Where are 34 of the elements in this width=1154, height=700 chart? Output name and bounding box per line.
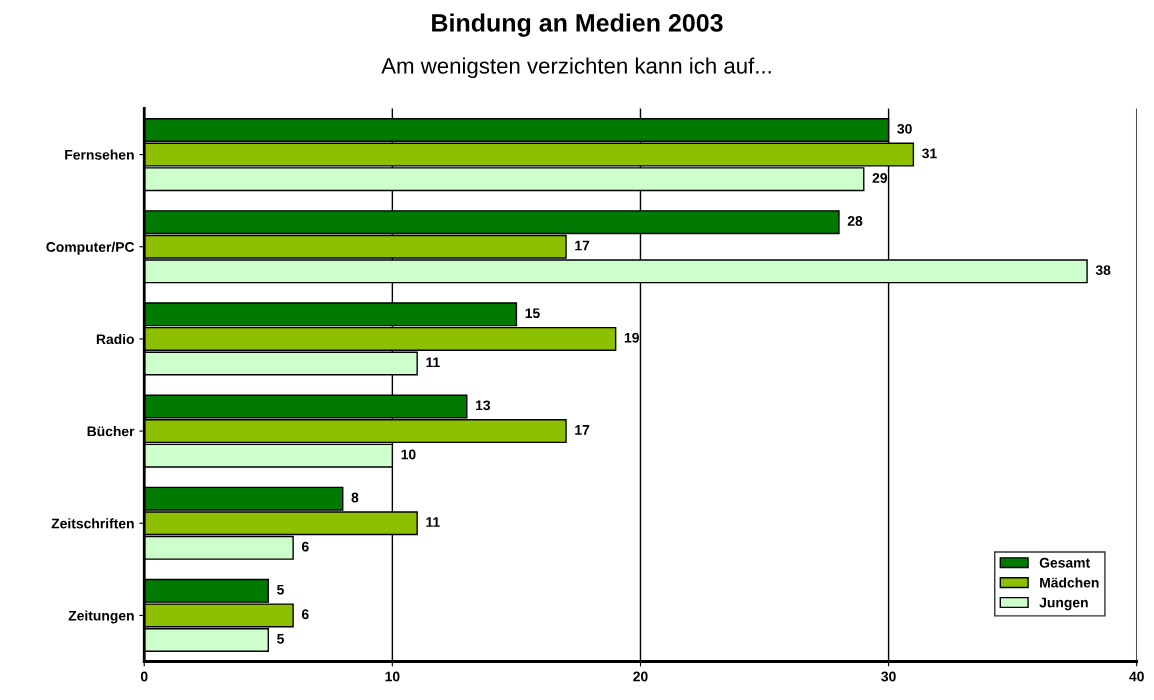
data-label: 13 — [476, 400, 491, 411]
data-label: 11 — [426, 357, 440, 368]
data-label: 31 — [922, 148, 937, 159]
x-tick-label: 10 — [385, 671, 400, 682]
data-label: 8 — [351, 492, 359, 503]
data-label: 28 — [847, 216, 863, 226]
data-label: 19 — [624, 332, 639, 343]
legend-label: Gesamt — [1039, 557, 1090, 568]
data-label: 15 — [525, 308, 540, 319]
x-tick-label: 40 — [1129, 671, 1144, 682]
data-label: 11 — [426, 517, 440, 527]
y-tick-label: Computer/PC — [46, 241, 135, 255]
data-label: 30 — [897, 123, 912, 134]
y-tick-label: Zeitungen — [68, 610, 134, 624]
x-tick-label: 0 — [140, 671, 148, 682]
x-tick-label: 30 — [881, 671, 896, 682]
x-tick-label: 20 — [633, 671, 648, 682]
data-label: 5 — [277, 634, 284, 644]
legend-label: Mädchen — [1040, 577, 1099, 588]
y-tick-label: Zeitschriften — [51, 518, 134, 529]
chart-subtitle: Am wenigsten verzichten kann ich auf... — [381, 57, 771, 79]
data-label: 5 — [277, 584, 284, 595]
data-label: 29 — [872, 173, 888, 183]
data-label: 6 — [301, 541, 309, 552]
legend-label: Jungen — [1039, 597, 1088, 611]
chart-title: Bindung an Medien 2003 — [432, 13, 723, 37]
data-label: 38 — [1095, 265, 1111, 276]
y-tick-label: Fernsehen — [65, 149, 134, 160]
data-label: 10 — [401, 449, 416, 460]
y-tick-label: Bücher — [87, 426, 135, 437]
data-label: 17 — [575, 425, 590, 435]
y-tick-label: Radio — [96, 333, 134, 345]
data-label: 17 — [575, 240, 590, 251]
data-label: 6 — [301, 609, 309, 620]
